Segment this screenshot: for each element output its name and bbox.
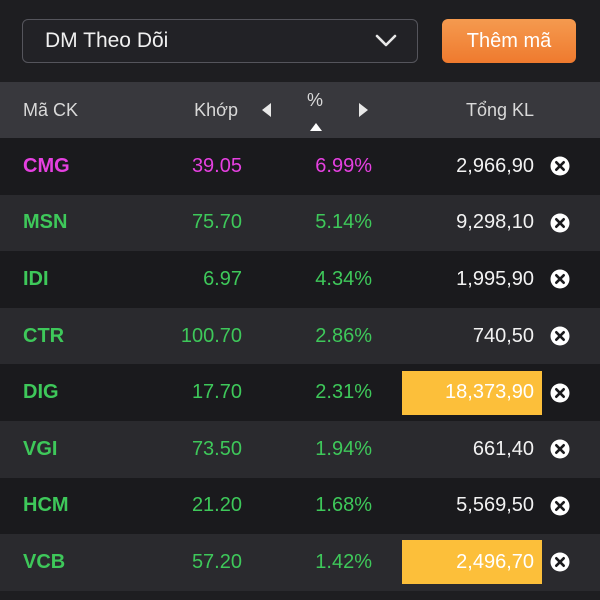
sort-ascending-icon[interactable] [309,116,323,131]
stock-volume: 1,995,90 [456,267,534,290]
stock-change-percent: 2.31% [315,381,372,404]
table-row[interactable]: VGI 73.50 1.94% 661,40 [0,420,600,478]
table-row[interactable]: CTR 100.70 2.86% 740,50 [0,307,600,365]
column-header-symbol[interactable]: Mã CK [23,99,79,120]
column-header-percent[interactable]: % [307,90,324,110]
toolbar: DM Theo Dõi Thêm mã [0,0,600,82]
remove-circle-icon[interactable] [550,439,570,459]
stock-symbol: VGI [23,437,58,460]
stock-price: 57.20 [191,550,242,573]
stock-symbol: HCM [23,494,69,517]
stock-change-percent: 4.34% [315,267,372,290]
stock-price: 73.50 [191,437,242,460]
stock-volume: 2,496,70 [402,540,542,585]
table-row[interactable]: DIG 17.70 2.31% 18,373,90 [0,364,600,421]
stock-list: CMG 39.05 6.99% 2,966,90 MSN 75.70 5.14%… [0,138,600,591]
stock-symbol: CMG [23,154,70,177]
table-row[interactable]: MSN 75.70 5.14% 9,298,10 [0,194,600,252]
add-symbol-button[interactable]: Thêm mã [442,19,576,63]
stock-volume: 9,298,10 [456,211,534,234]
stock-price: 39.05 [191,154,242,177]
remove-circle-icon[interactable] [550,326,570,346]
watchlist-dropdown[interactable]: DM Theo Dõi [22,19,418,63]
stock-price: 6.97 [203,267,242,290]
chevron-down-icon [375,30,397,52]
stock-symbol: VCB [23,550,66,573]
stock-change-percent: 1.94% [315,437,372,460]
remove-circle-icon[interactable] [550,383,570,403]
column-header-volume[interactable]: Tổng KL [465,99,534,120]
stock-change-percent: 2.86% [315,324,372,347]
stock-volume: 740,50 [472,324,534,347]
stock-change-percent: 1.42% [315,550,372,573]
table-row[interactable]: HCM 21.20 1.68% 5,569,50 [0,477,600,535]
table-header: Mã CK Khớp % Tổng KL [0,82,600,138]
stock-volume: 18,373,90 [402,370,542,415]
stock-volume: 661,40 [472,437,534,460]
remove-circle-icon[interactable] [550,552,570,572]
table-row[interactable]: CMG 39.05 6.99% 2,966,90 [0,138,600,195]
stock-price: 100.70 [180,324,242,347]
stock-symbol: IDI [23,267,49,290]
stock-change-percent: 6.99% [315,154,372,177]
stock-volume: 2,966,90 [456,154,534,177]
table-row[interactable]: VCB 57.20 1.42% 2,496,70 [0,534,600,591]
stock-change-percent: 5.14% [315,211,372,234]
column-header-price[interactable]: Khớp [194,99,238,120]
table-row[interactable]: IDI 6.97 4.34% 1,995,90 [0,251,600,308]
stock-volume: 5,569,50 [456,494,534,517]
caret-left-icon[interactable] [260,102,272,118]
remove-circle-icon[interactable] [550,496,570,516]
stock-symbol: MSN [23,211,68,234]
stock-price: 17.70 [191,381,242,404]
remove-circle-icon[interactable] [550,269,570,289]
remove-circle-icon[interactable] [550,156,570,176]
watchlist-dropdown-label: DM Theo Dõi [45,29,169,52]
stock-symbol: CTR [23,324,65,347]
stock-symbol: DIG [23,381,59,404]
remove-circle-icon[interactable] [550,213,570,233]
stock-price: 75.70 [191,211,242,234]
stock-price: 21.20 [191,494,242,517]
stock-change-percent: 1.68% [315,494,372,517]
caret-right-icon[interactable] [358,102,370,118]
